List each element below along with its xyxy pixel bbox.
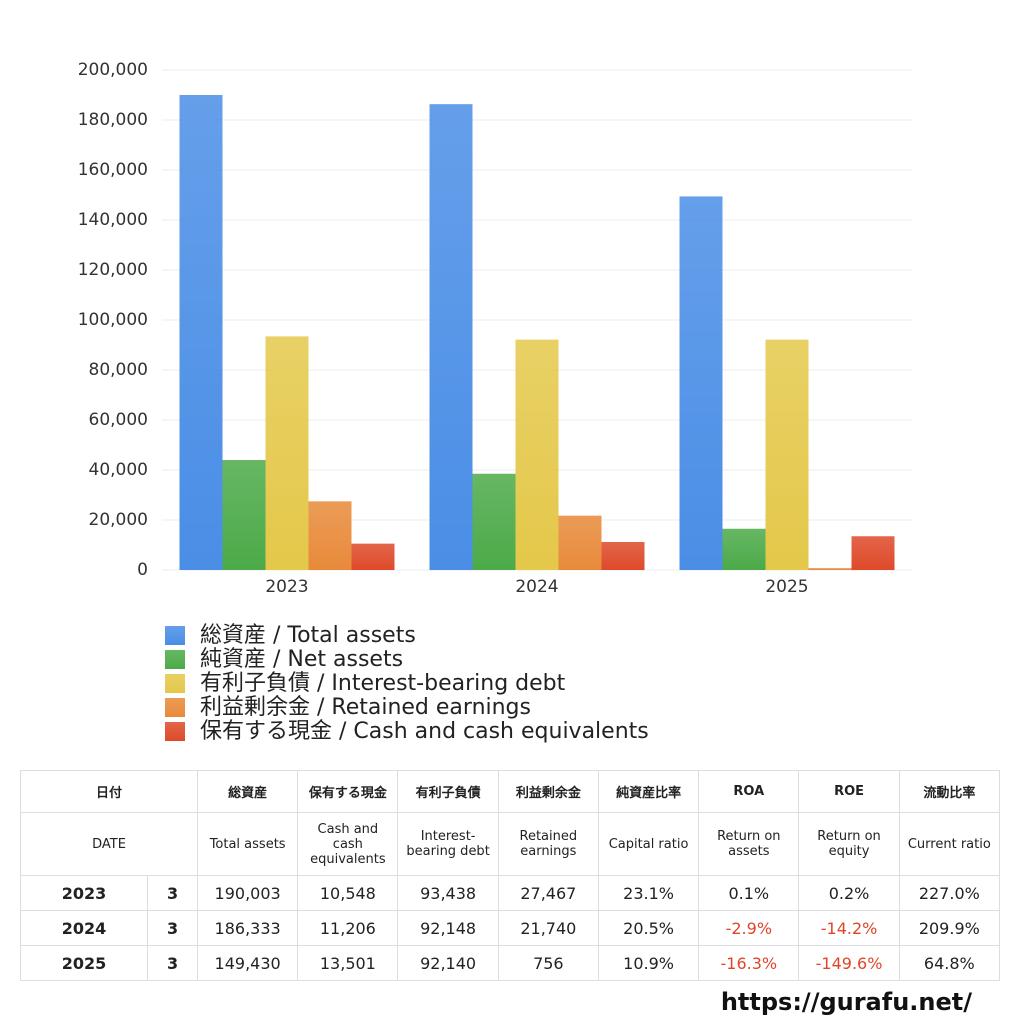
table-cell: 13,501 <box>297 945 399 981</box>
table-cell: 10.9% <box>597 945 700 981</box>
table-cell: 2023 <box>20 875 148 911</box>
legend-swatch <box>165 650 185 669</box>
table-cell: -2.9% <box>698 910 800 946</box>
data-row: 2024 3 186,333 11,206 92,148 21,740 20.5% -2.9%… <box>20 910 1001 946</box>
y-tick-label: 180,000 <box>78 110 148 130</box>
bar <box>265 336 309 570</box>
bar <box>179 94 223 571</box>
bar <box>429 104 473 570</box>
table-cell: 総資産 <box>197 770 299 813</box>
bar <box>222 460 266 570</box>
y-tick-label: 20,000 <box>89 510 148 530</box>
table-cell: Cash and cash equivalents <box>297 812 399 876</box>
table-cell: Total assets <box>197 812 299 876</box>
table-cell: 0.1% <box>698 875 800 911</box>
table-cell: 保有する現金 <box>297 770 399 813</box>
table-cell: 2025 <box>20 945 148 981</box>
y-tick-label: 200,000 <box>78 60 148 80</box>
table-cell: Return on equity <box>798 812 900 876</box>
table-cell: 20.5% <box>597 910 700 946</box>
y-tick-label: 160,000 <box>78 160 148 180</box>
legend-label: 利益剰余金 / Retained earnings <box>200 695 531 720</box>
table-cell: 日付 <box>19 770 199 813</box>
table-cell: 流動比率 <box>898 770 1001 813</box>
legend-swatch <box>165 626 185 645</box>
header-row: DATE Total assets Cash and cash equivalent… <box>19 812 1001 876</box>
legend-swatch <box>165 698 185 717</box>
table-cell: 190,003 <box>197 875 299 911</box>
table-cell: DATE <box>19 812 199 876</box>
legend-label: 純資産 / Net assets <box>200 647 403 672</box>
table-cell: -149.6% <box>798 945 900 981</box>
legend-label: 総資産 / Total assets <box>200 623 416 648</box>
table-cell: 756 <box>497 945 599 981</box>
legend-swatch <box>165 674 185 693</box>
table-cell: 92,148 <box>397 910 499 946</box>
x-tick-label: 2024 <box>515 577 558 597</box>
table-cell: Return on assets <box>698 812 800 876</box>
x-tick-label: 2023 <box>265 577 308 597</box>
table-cell: Capital ratio <box>597 812 700 876</box>
table-cell: 21,740 <box>497 910 599 946</box>
footer-url: https://gurafu.net/ <box>720 988 972 1016</box>
table-cell: 0.2% <box>798 875 900 911</box>
table-cell: 186,333 <box>197 910 299 946</box>
chart: 0 20,000 40,000 60,000 80,000 100,000 120,000 1… <box>78 60 912 744</box>
table-cell: ROA <box>698 770 800 813</box>
y-tick-label: 60,000 <box>89 410 148 430</box>
data-table: 日付 総資産 保有する現金 有利子負債 利益剰余金 純資産比率 ROA ROE 流動比率 DATE… <box>19 770 1001 981</box>
bar <box>679 196 723 571</box>
table-cell: 93,438 <box>397 875 499 911</box>
table-cell: 209.9% <box>898 910 1001 946</box>
table-cell: 11,206 <box>297 910 399 946</box>
bar <box>765 339 809 570</box>
bar <box>601 541 645 570</box>
table-cell: -16.3% <box>698 945 800 981</box>
table-cell: 有利子負債 <box>397 770 499 813</box>
y-tick-label: 80,000 <box>89 360 148 380</box>
table-cell: 2024 <box>20 910 148 946</box>
bar <box>515 339 559 570</box>
table-cell: 3 <box>146 875 199 911</box>
data-row: 2025 3 149,430 13,501 92,140 756 10.9% -16.3% -1… <box>20 945 1001 981</box>
legend-label: 保有する現金 / Cash and cash equivalents <box>200 719 649 744</box>
table-cell: 92,140 <box>397 945 499 981</box>
bar <box>808 568 852 570</box>
bar <box>308 501 352 570</box>
table-cell: 227.0% <box>898 875 1001 911</box>
legend-label: 有利子負債 / Interest-bearing debt <box>200 671 566 696</box>
data-row: 2023 3 190,003 10,548 93,438 27,467 23.1% 0.1% 0… <box>20 875 1001 911</box>
table-cell: 3 <box>146 910 199 946</box>
table-cell: 3 <box>146 945 199 981</box>
y-tick-label: 100,000 <box>78 310 148 330</box>
table-cell: 64.8% <box>898 945 1001 981</box>
table-cell: ROE <box>798 770 900 813</box>
table-cell: 149,430 <box>197 945 299 981</box>
table-cell: 10,548 <box>297 875 399 911</box>
table-cell: Interest-bearing debt <box>397 812 499 876</box>
bar <box>558 515 602 570</box>
table-cell: Retained earnings <box>497 812 599 876</box>
table-cell: 23.1% <box>597 875 700 911</box>
table-cell: 27,467 <box>497 875 599 911</box>
table-cell: 利益剰余金 <box>497 770 599 813</box>
y-tick-label: 40,000 <box>89 460 148 480</box>
y-tick-label: 120,000 <box>78 260 148 280</box>
bar <box>722 528 766 570</box>
legend-swatch <box>165 722 185 741</box>
y-tick-label: 140,000 <box>78 210 148 230</box>
table-cell: 純資産比率 <box>597 770 700 813</box>
bar <box>472 473 516 570</box>
bar <box>851 536 895 570</box>
y-tick-label: 0 <box>137 560 148 580</box>
bar <box>351 543 395 570</box>
x-tick-label: 2025 <box>765 577 808 597</box>
header-row: 日付 総資産 保有する現金 有利子負債 利益剰余金 純資産比率 ROA ROE 流動比率 <box>19 770 1001 813</box>
table-cell: Current ratio <box>898 812 1001 876</box>
table-cell: -14.2% <box>798 910 900 946</box>
